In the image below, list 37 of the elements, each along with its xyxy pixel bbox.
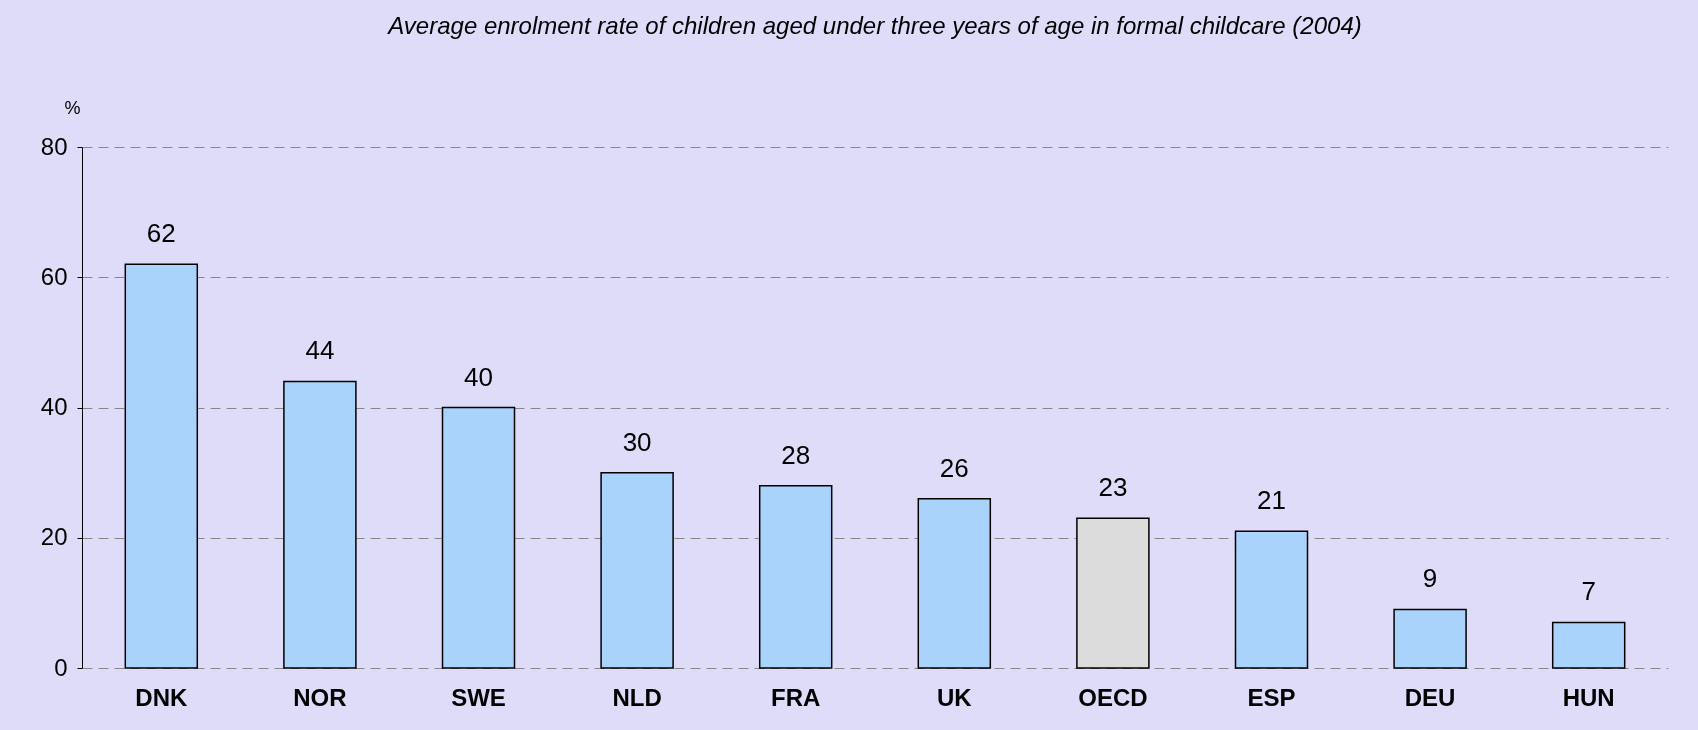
bar [1393,608,1467,669]
y-tick-label: 0 [54,653,68,681]
bar [1551,621,1626,669]
bar [600,471,674,669]
data-label: 28 [781,439,811,470]
x-tick-label: FRA [771,683,821,711]
x-tick-label: SWE [451,683,506,711]
data-label: 23 [1098,472,1128,503]
bar [441,406,516,669]
data-label: 21 [1257,485,1286,516]
x-tick-label: UK [936,683,973,711]
x-tick-label: OECD [1078,683,1148,711]
x-tick-label: ESP [1247,683,1296,711]
y-tick-label: 80 [40,132,68,160]
data-label: 26 [939,452,969,483]
x-tick-label: NLD [612,683,662,711]
bar [1076,517,1150,669]
x-tick-label: DEU [1404,683,1456,711]
y-axis-title: % [64,97,81,118]
bar [758,484,833,669]
bar [283,380,357,669]
y-tick-label: 20 [40,523,68,551]
data-label: 44 [305,335,335,366]
y-tick-label: 60 [40,262,68,290]
bar [124,263,199,669]
x-tick-label: DNK [135,683,188,711]
x-tick-label: NOR [293,683,347,711]
x-tick-label: HUN [1562,683,1615,711]
chart-title: Average enrolment rate of children aged under three years of age in formal childcare (2004) [386,12,1362,39]
data-label: 30 [622,426,652,457]
y-tick-label: 40 [40,393,68,420]
data-label: 9 [1422,563,1438,594]
data-label: 7 [1581,576,1596,607]
bar [1234,530,1309,669]
data-label: 62 [146,218,176,249]
bar [917,497,992,669]
data-label: 40 [464,361,493,392]
